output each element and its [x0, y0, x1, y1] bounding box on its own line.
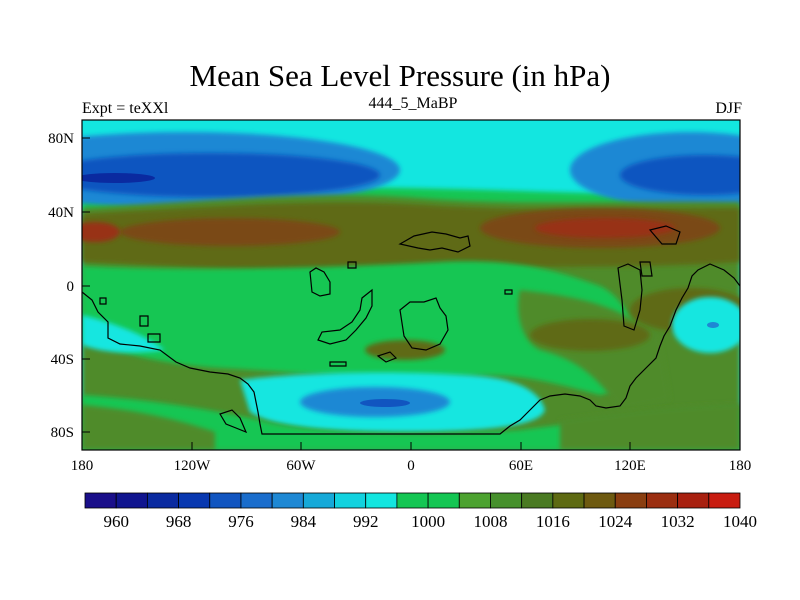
colorbar-labels: 960 968 976 984 992 1000 1008 1016 1024 1032 1040: [103, 512, 757, 531]
lon-label-60w: 60W: [286, 458, 316, 474]
lon-label-180e: 180: [729, 458, 752, 474]
lon-label-180w: 180: [71, 458, 94, 474]
colorbar-swatch: [115, 492, 148, 509]
colorbar-label: 984: [291, 512, 317, 531]
low-northwest-mid: [82, 153, 380, 197]
colorbar-swatch: [583, 492, 616, 509]
lat-label-80n: 80N: [48, 131, 74, 147]
lat-label-40n: 40N: [48, 205, 74, 221]
band-tropical-green: [82, 261, 655, 395]
band-south-olive: [82, 405, 215, 450]
colorbar-label: 976: [228, 512, 254, 531]
colorbar-swatch: [209, 492, 242, 509]
coast-small-island-5: [99, 297, 107, 305]
axis-ticks: [81, 137, 741, 450]
colorbar-swatch: [521, 492, 554, 509]
band-southeast-olive: [560, 404, 740, 450]
coast-small-island-7: [376, 351, 398, 363]
lat-label-80s: 80S: [51, 425, 74, 441]
colorbar-swatch: [552, 492, 585, 509]
colorbar-swatch: [365, 492, 398, 509]
colorbar-swatch: [646, 492, 679, 509]
coast-south-tip: [219, 409, 248, 434]
high-indian-ocean: [365, 340, 445, 360]
coast-africa: [399, 297, 449, 351]
colorbar-label: 1032: [661, 512, 695, 531]
colorbar-swatch: [490, 492, 523, 509]
colorbar-label: 1008: [473, 512, 507, 531]
colorbar-label: 1016: [536, 512, 570, 531]
colorbar-swatch: [677, 492, 710, 509]
colorbar-swatch: [334, 492, 367, 509]
low-southwest-cyan: [82, 315, 165, 353]
colorbar-swatch: [614, 492, 647, 509]
colorbar-label: 1040: [723, 512, 757, 531]
lon-label-0: 0: [407, 458, 415, 474]
colorbar-swatch: [146, 492, 179, 509]
colorbar-label: 992: [353, 512, 379, 531]
lon-label-60e: 60E: [509, 458, 533, 474]
coastlines: [81, 225, 741, 435]
high-far-west: [82, 222, 120, 242]
colorbar-swatch: [458, 492, 491, 509]
lon-label-120e: 120E: [614, 458, 646, 474]
high-west-brown: [120, 218, 340, 246]
coast-small-island-6: [329, 361, 347, 367]
low-southeast-cyan: [672, 297, 740, 353]
colorbar-swatch: [708, 492, 741, 509]
colorbar-swatch: [302, 492, 335, 509]
colorbar-swatch: [178, 492, 211, 509]
coast-small-island-2: [147, 333, 161, 343]
coast-central-islands: [317, 288, 373, 345]
low-southern-core: [360, 399, 410, 407]
coast-east-asia: [648, 225, 681, 245]
colorbar-label: 960: [103, 512, 129, 531]
coast-small-island-4: [504, 289, 513, 295]
colorbar-swatch: [271, 492, 304, 509]
colorbar-swatch: [240, 492, 273, 509]
coast-east-island: [639, 261, 653, 277]
experiment-label: Expt = teXXl: [82, 100, 169, 117]
lat-label-0: 0: [67, 279, 75, 295]
coast-small-island-1: [139, 315, 149, 327]
coast-south-america-antarctica: [81, 263, 741, 435]
high-east-core: [535, 218, 675, 238]
lat-label-40s: 40S: [51, 352, 74, 368]
colorbar-label: 1000: [411, 512, 445, 531]
colorbar-label: 968: [166, 512, 192, 531]
map-title: Mean Sea Level Pressure (in hPa): [189, 58, 611, 93]
low-northeast-mid: [620, 155, 740, 195]
season-label: DJF: [715, 100, 742, 117]
colorbar-swatch: [427, 492, 460, 509]
low-southeast-spot: [707, 322, 719, 328]
lon-labels: 180 120W 60W 0 60E 120E 180: [71, 458, 752, 474]
low-northwest-core: [82, 173, 155, 183]
coast-middle-east: [398, 231, 471, 253]
colorbar-swatch: [84, 492, 117, 509]
coast-central-america: [309, 267, 331, 297]
run-label: 444_5_MaBP: [368, 95, 458, 112]
lon-label-120w: 120W: [174, 458, 212, 474]
coast-small-island-3: [347, 261, 357, 269]
colorbar-label: 1024: [598, 512, 633, 531]
high-south-pacific: [530, 319, 650, 351]
colorbar: [84, 492, 741, 509]
lat-labels: 80N 40N 0 40S 80S: [48, 131, 74, 441]
pressure-field: [82, 120, 740, 450]
colorbar-swatch: [396, 492, 429, 509]
coast-india: [617, 263, 643, 331]
